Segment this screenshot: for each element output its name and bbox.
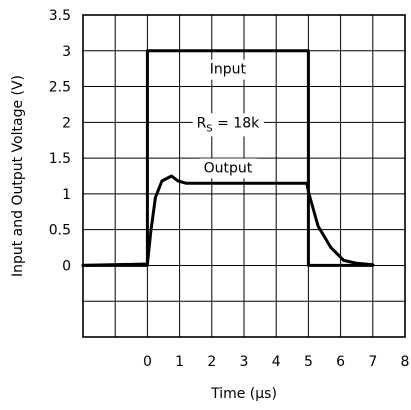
output-label-background [199, 158, 257, 179]
x-tick-label: 7 [368, 354, 377, 370]
y-tick-label: 0.5 [49, 223, 71, 239]
y-tick-label: 2.5 [49, 80, 71, 96]
y-tick-label: 3 [62, 44, 71, 60]
input-label: Input [210, 62, 247, 78]
series-group [81, 49, 375, 267]
series-line-output [81, 174, 375, 267]
output-label: Output [204, 160, 253, 176]
rs-label: RS = 18k [197, 115, 261, 134]
x-tick-label: 4 [272, 354, 281, 370]
y-axis-label: Input and Output Voltage (V) [10, 75, 26, 277]
x-tick-label: 2 [207, 354, 216, 370]
x-tick-label: 0 [143, 354, 152, 370]
rs-label-main: R [197, 115, 207, 131]
x-tick-label: 3 [240, 354, 249, 370]
rs-label-value: = 18k [213, 115, 260, 131]
y-tick-label: 1 [62, 187, 71, 203]
tick-labels: 0 1 2 3 4 5 6 7 8 0 0.5 1 1.5 2 2.5 3 3.5 [49, 8, 410, 370]
x-tick-label: 6 [336, 354, 345, 370]
plot-frame [82, 14, 406, 338]
x-axis-label: Time (μs) [210, 386, 277, 402]
x-tick-label: 1 [175, 354, 184, 370]
rs-label-background [192, 113, 265, 137]
rs-label-subscript: S [206, 123, 212, 134]
annotations: Input RS = 18k Output [192, 59, 265, 179]
y-tick-label: 1.5 [49, 151, 71, 167]
x-tick-label: 5 [304, 354, 313, 370]
y-tick-label: 2 [62, 115, 71, 131]
y-tick-label: 0 [62, 258, 71, 274]
x-tick-label: 8 [401, 354, 410, 370]
input-label-background [205, 59, 251, 80]
y-tick-label: 3.5 [49, 8, 71, 24]
